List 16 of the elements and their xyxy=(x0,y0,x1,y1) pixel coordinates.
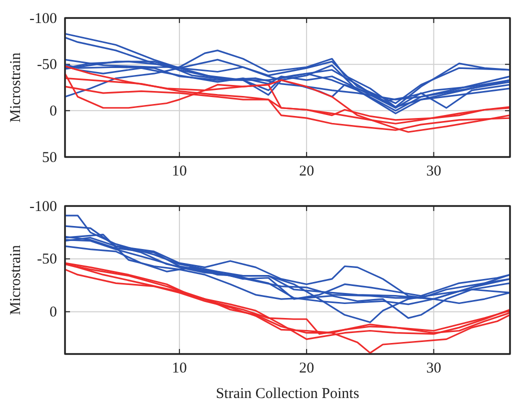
y-tick-label: -100 xyxy=(30,198,57,215)
y-tick-label: 50 xyxy=(42,150,57,166)
y-axis-title: Microstrain xyxy=(8,244,24,315)
x-tick-label: 20 xyxy=(299,164,314,180)
x-tick-label: 20 xyxy=(299,360,314,377)
y-tick-label: -100 xyxy=(30,10,57,27)
y-axis-title: Microstrain xyxy=(8,52,24,122)
y-tick-label: -50 xyxy=(37,252,57,268)
x-tick-label: 30 xyxy=(426,360,442,377)
y-tick-label: -50 xyxy=(37,57,57,74)
x-tick-label: 30 xyxy=(426,164,442,180)
x-tick-label: 10 xyxy=(172,164,187,180)
y-tick-label: 0 xyxy=(50,304,57,321)
x-axis-title: Strain Collection Points xyxy=(216,386,360,402)
x-tick-label: 10 xyxy=(172,360,187,377)
y-tick-label: 0 xyxy=(50,103,57,120)
